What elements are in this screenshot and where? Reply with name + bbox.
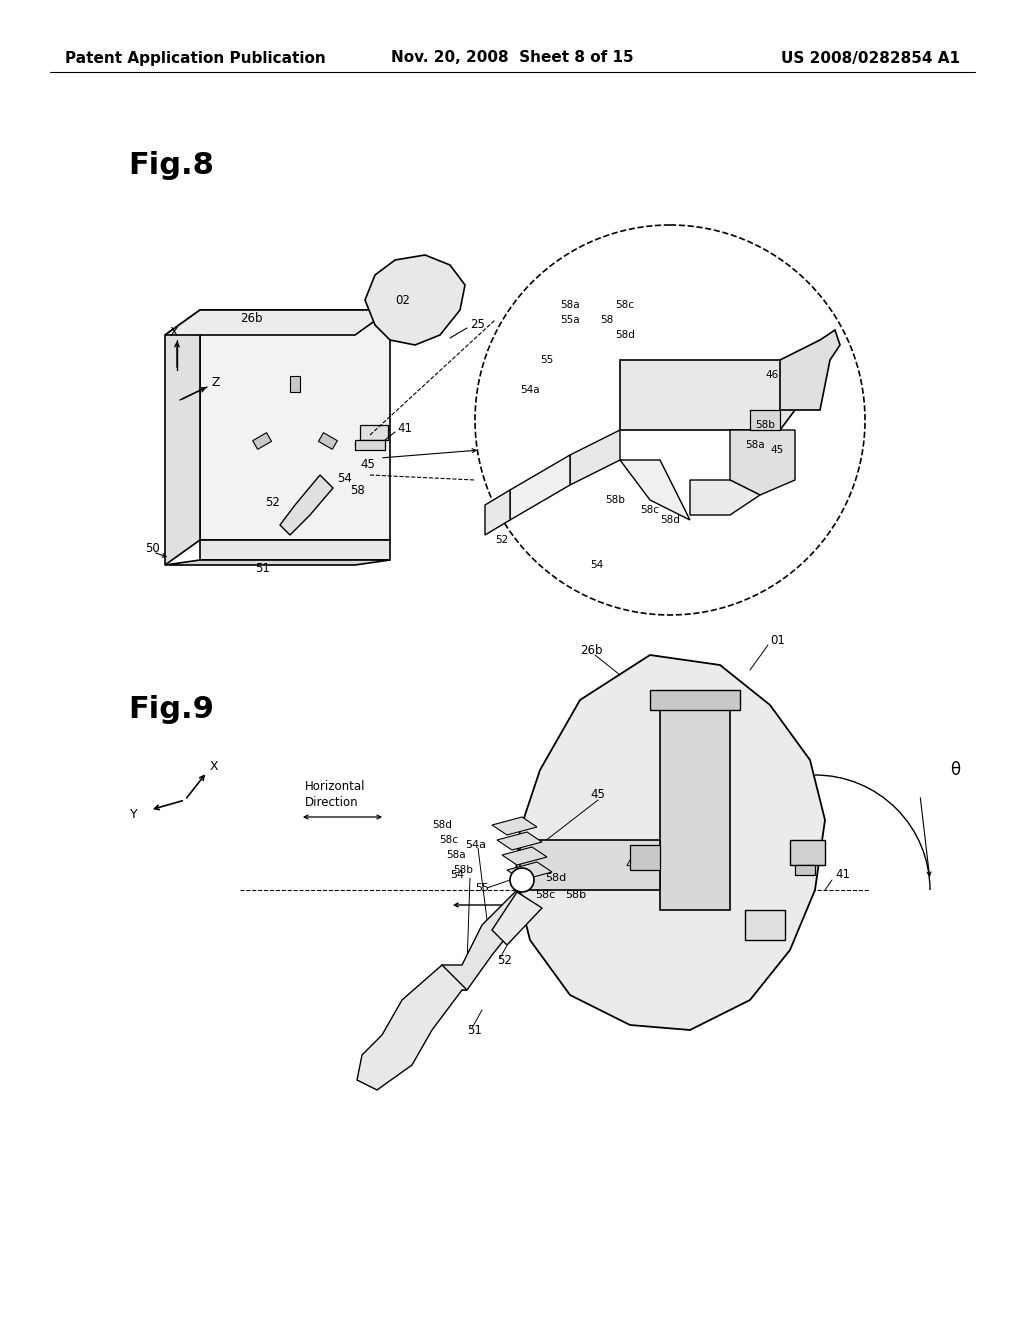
Polygon shape [165, 560, 390, 565]
Text: 58: 58 [350, 483, 365, 496]
Polygon shape [790, 840, 825, 865]
Polygon shape [357, 965, 467, 1090]
Polygon shape [510, 455, 570, 520]
Polygon shape [507, 862, 552, 880]
Text: 58d: 58d [545, 873, 566, 883]
Text: 58: 58 [600, 315, 613, 325]
Text: 54: 54 [337, 471, 352, 484]
Polygon shape [485, 490, 510, 535]
Text: 55a: 55a [560, 315, 580, 325]
Text: θ: θ [950, 762, 961, 779]
Text: 58d: 58d [660, 515, 680, 525]
Text: 58d: 58d [615, 330, 635, 341]
Polygon shape [165, 310, 200, 565]
Text: 58a: 58a [446, 850, 466, 861]
Text: 58c: 58c [640, 506, 659, 515]
Text: US 2008/0282854 A1: US 2008/0282854 A1 [781, 50, 961, 66]
Polygon shape [745, 909, 785, 940]
Text: Nov. 20, 2008  Sheet 8 of 15: Nov. 20, 2008 Sheet 8 of 15 [391, 50, 633, 66]
Polygon shape [730, 430, 795, 495]
Text: 26b: 26b [580, 644, 602, 656]
Text: 58b: 58b [453, 865, 473, 875]
Polygon shape [165, 310, 390, 335]
Text: 55: 55 [540, 355, 553, 366]
Text: 58d: 58d [432, 820, 452, 830]
Text: 45: 45 [770, 445, 783, 455]
Polygon shape [492, 817, 537, 836]
Text: 54a: 54a [520, 385, 540, 395]
Text: 58a: 58a [560, 300, 580, 310]
Text: 54a: 54a [465, 840, 486, 850]
Polygon shape [318, 433, 337, 449]
Polygon shape [620, 360, 795, 430]
Polygon shape [750, 411, 780, 430]
Polygon shape [520, 840, 660, 890]
Polygon shape [650, 690, 740, 710]
Text: 02: 02 [395, 293, 410, 306]
Text: 01: 01 [770, 634, 784, 647]
Polygon shape [780, 330, 840, 411]
Polygon shape [630, 845, 660, 870]
Text: 52: 52 [265, 495, 280, 508]
Text: 41: 41 [835, 869, 850, 882]
Text: 52: 52 [497, 953, 512, 966]
Text: Fig.8: Fig.8 [128, 150, 214, 180]
Polygon shape [280, 475, 333, 535]
Circle shape [510, 869, 534, 892]
Text: Z: Z [212, 376, 220, 389]
Text: Horizontal: Horizontal [305, 780, 366, 793]
Text: 50: 50 [145, 541, 160, 554]
Text: 58c: 58c [535, 890, 555, 900]
Circle shape [243, 370, 347, 474]
Text: 41: 41 [397, 421, 412, 434]
Polygon shape [355, 440, 385, 450]
Text: 54: 54 [590, 560, 603, 570]
Text: Fig.9: Fig.9 [128, 696, 214, 725]
Text: 51: 51 [255, 561, 270, 574]
Text: 46: 46 [765, 370, 778, 380]
Polygon shape [690, 480, 760, 515]
Text: 45: 45 [360, 458, 375, 471]
Text: 58b: 58b [755, 420, 775, 430]
Text: 55: 55 [475, 883, 489, 894]
Text: Yt: Yt [515, 899, 527, 912]
Polygon shape [365, 255, 465, 345]
Text: 25: 25 [470, 318, 485, 331]
Circle shape [220, 347, 370, 498]
Polygon shape [795, 865, 815, 875]
Polygon shape [660, 705, 730, 909]
Text: X: X [210, 760, 219, 774]
Polygon shape [200, 540, 390, 560]
Text: 45: 45 [590, 788, 605, 801]
Circle shape [475, 224, 865, 615]
Text: 46: 46 [625, 858, 640, 871]
Polygon shape [442, 890, 532, 990]
Text: 58c: 58c [439, 836, 458, 845]
Polygon shape [515, 655, 825, 1030]
Text: X: X [170, 326, 178, 338]
Polygon shape [290, 376, 300, 392]
Text: 58c: 58c [615, 300, 634, 310]
Text: 51: 51 [467, 1023, 482, 1036]
Polygon shape [570, 430, 620, 484]
Text: Y: Y [130, 808, 137, 821]
Text: 26b: 26b [240, 312, 262, 325]
Polygon shape [200, 310, 390, 540]
Text: 54: 54 [450, 870, 464, 880]
Polygon shape [620, 459, 690, 520]
Polygon shape [497, 832, 542, 850]
Text: Patent Application Publication: Patent Application Publication [65, 50, 326, 66]
Text: 58b: 58b [565, 890, 586, 900]
Text: 52: 52 [495, 535, 508, 545]
Polygon shape [502, 847, 547, 865]
Polygon shape [492, 892, 542, 945]
Polygon shape [360, 425, 388, 440]
Text: Direction: Direction [305, 796, 358, 809]
Text: 58a: 58a [745, 440, 765, 450]
Polygon shape [253, 433, 271, 449]
Text: 58b: 58b [605, 495, 625, 506]
